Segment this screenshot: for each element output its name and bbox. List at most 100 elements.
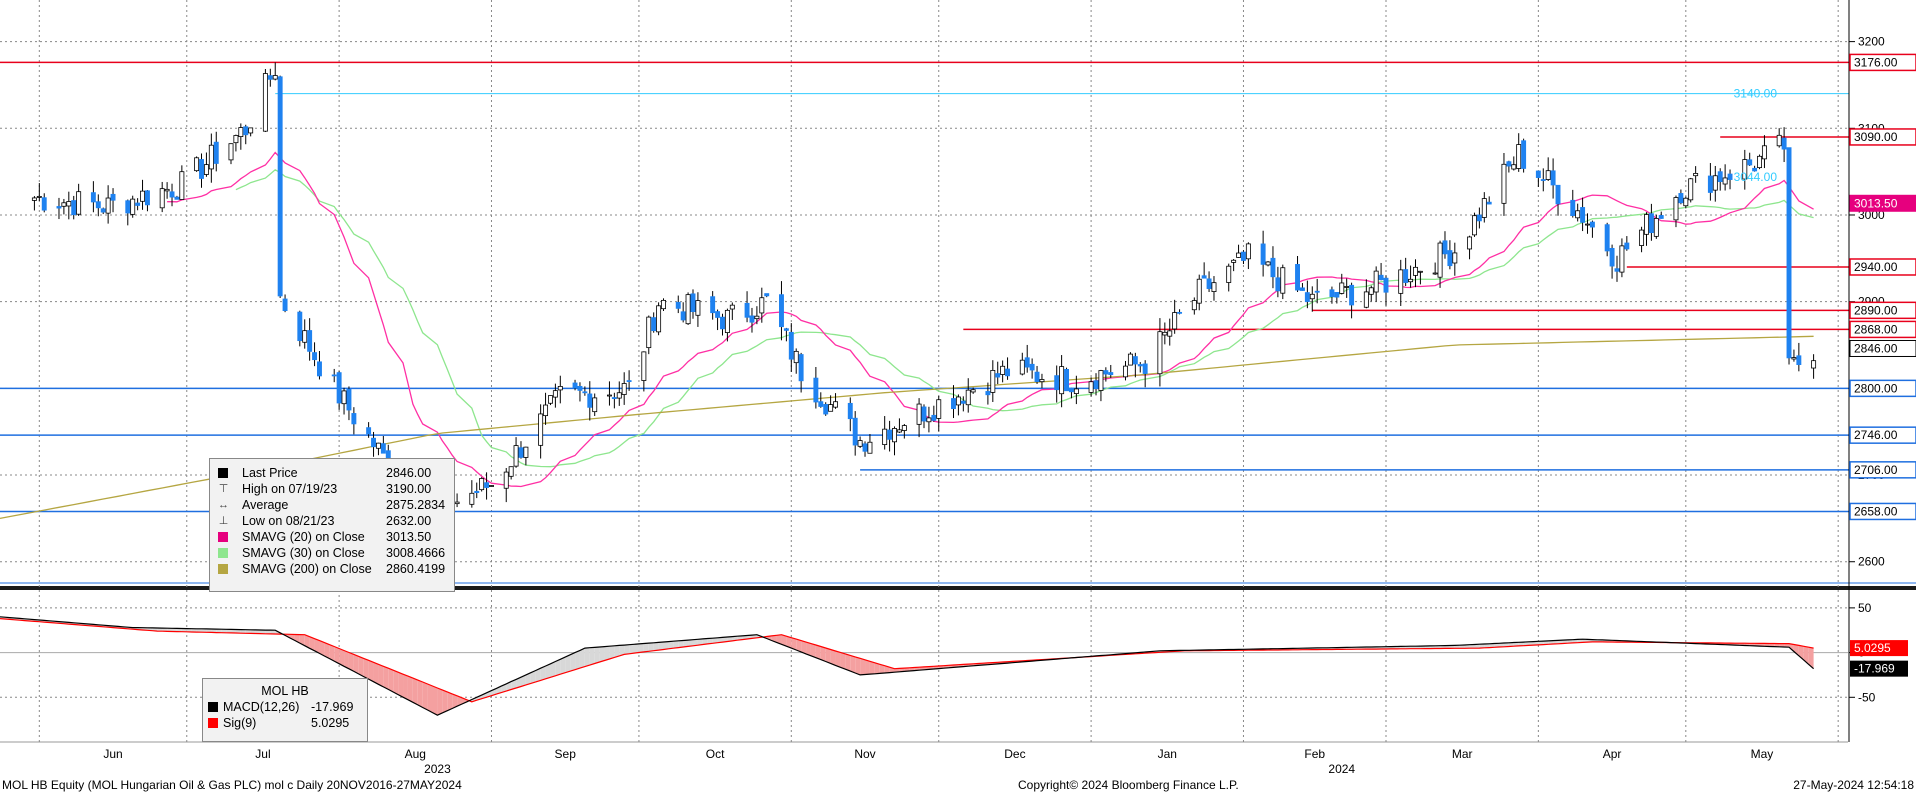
candle-body [1059, 366, 1065, 395]
candle-body [351, 413, 357, 425]
candle-body [813, 377, 819, 403]
candle-body [1039, 379, 1045, 383]
candle-body [233, 135, 239, 144]
macd-histogram-fill [845, 653, 851, 672]
candle-body [1506, 161, 1512, 167]
candle-body [1658, 215, 1664, 219]
macd-histogram-fill [904, 667, 910, 672]
candle-body [729, 304, 735, 310]
macd-histogram-fill [776, 634, 782, 645]
candle-body [1752, 167, 1758, 172]
candle-body [926, 417, 932, 423]
candle-body [1054, 375, 1060, 391]
macd-histogram-fill [1430, 645, 1436, 649]
candle-body [744, 302, 750, 318]
macd-histogram-fill [1769, 643, 1775, 647]
macd-histogram-fill [874, 662, 880, 674]
legend-swatch [208, 702, 218, 712]
candle-body [503, 471, 509, 489]
macd-histogram-fill [1764, 643, 1770, 647]
macd-histogram-fill [722, 637, 728, 643]
candle-body [715, 311, 721, 318]
candle-body [523, 446, 529, 458]
candle-body [159, 188, 165, 209]
macd-histogram-fill [344, 650, 349, 669]
candle-body [1781, 137, 1787, 150]
candle-body [970, 389, 976, 393]
macd-histogram-fill [1449, 645, 1455, 649]
candle-body [675, 301, 681, 309]
macd-histogram-fill [403, 674, 408, 700]
candle-body [901, 425, 907, 431]
candle-body [1472, 215, 1477, 236]
macd-histogram-fill [309, 636, 315, 651]
macd-histogram-fill [830, 649, 836, 666]
candle-body [508, 466, 514, 477]
candle-body [474, 490, 480, 494]
macd-histogram-fill [1558, 640, 1563, 644]
candle-body [724, 309, 730, 333]
candle-body [651, 317, 657, 332]
candle-body [1688, 178, 1694, 201]
level-tag-label: 2890.00 [1854, 303, 1898, 317]
candle-body [317, 361, 322, 377]
macd-histogram-fill [1548, 640, 1554, 645]
macd-histogram-fill [629, 644, 635, 654]
candle-body [341, 390, 347, 405]
candle-body [1521, 140, 1527, 169]
macd-histogram-fill [599, 646, 605, 663]
macd-histogram-fill [231, 629, 236, 634]
candle-body [366, 427, 372, 435]
candle-body [371, 437, 376, 448]
candle-body [1295, 264, 1300, 291]
macd-histogram-fill [899, 668, 905, 672]
macd-histogram-fill [162, 628, 168, 632]
macd-histogram-fill [815, 645, 821, 660]
candle-body [1786, 147, 1792, 359]
candle-body [1123, 365, 1128, 378]
macd-histogram-fill [884, 665, 890, 673]
x-tick-label: Jun [103, 747, 122, 761]
price-legend: Last Price 2846.00 ⊤ High on 07/19/23 3190.0… [209, 458, 455, 592]
macd-histogram-fill [535, 668, 541, 682]
macd-histogram-fill [589, 647, 595, 666]
candle-body [380, 443, 386, 454]
candle-body [960, 400, 966, 404]
candle-body [783, 328, 789, 331]
candle-body [1108, 372, 1114, 376]
level-tag-box [1849, 258, 1916, 276]
macd-histogram-fill [353, 654, 359, 674]
candle-body [1727, 173, 1733, 180]
legend-value: 2632.00 [386, 514, 432, 528]
candle-body [272, 75, 278, 80]
macd-histogram-fill [1543, 640, 1549, 645]
macd-histogram-fill [398, 672, 404, 698]
candle-body [793, 350, 799, 364]
legend-row: SMAVG (20) on Close 3013.50 [210, 529, 454, 545]
legend-value: 2846.00 [386, 466, 432, 480]
panel-divider [0, 586, 1916, 590]
macd-histogram-fill [634, 643, 639, 654]
level-tag-label: 2706.00 [1854, 463, 1898, 477]
macd-histogram-fill [702, 638, 708, 645]
candle-body [41, 197, 47, 211]
y-axis: 2600270028002900300031003200500-503176.0… [1848, 0, 1916, 742]
level-tag-label: 3176.00 [1854, 55, 1898, 69]
candle-body [302, 330, 308, 343]
candle-body [641, 351, 647, 381]
candle-body [1299, 287, 1305, 291]
candle-body [616, 392, 622, 399]
macd-histogram-fill [525, 672, 531, 685]
candle-body [1383, 277, 1389, 293]
legend-row: ↔ Average 2875.2834 [210, 497, 454, 513]
candle-body [1432, 272, 1438, 275]
macd-histogram-fill [653, 642, 659, 651]
level-tag-box [1849, 301, 1916, 320]
level-tag-box [1849, 53, 1916, 72]
price-tick-label: 3200 [1858, 35, 1885, 49]
candle-body [1604, 224, 1610, 252]
macd-histogram-fill [530, 670, 536, 684]
candle-body [1693, 173, 1699, 177]
candle-body [125, 200, 131, 214]
